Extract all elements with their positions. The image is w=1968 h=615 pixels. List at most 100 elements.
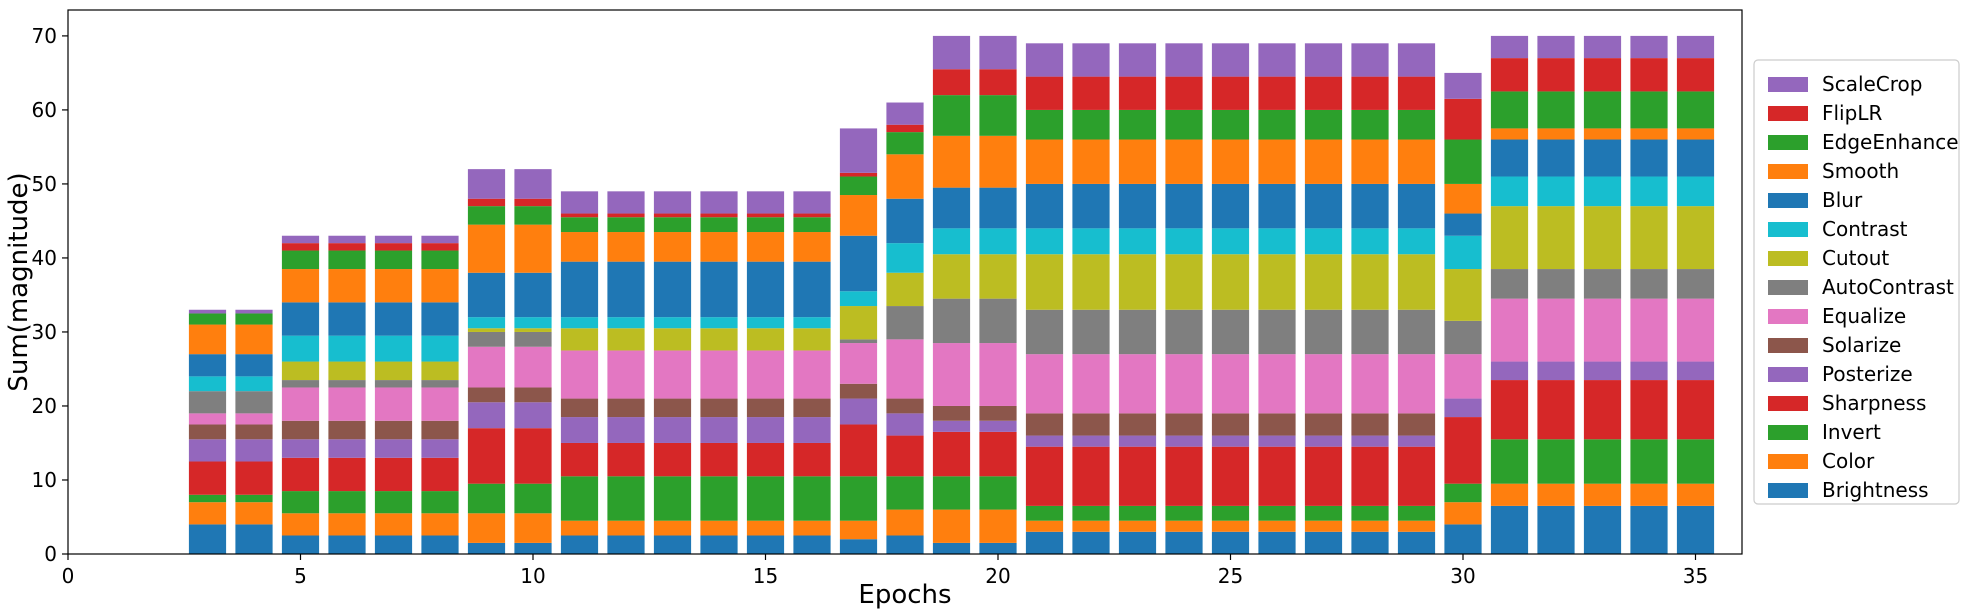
bar-segment-equalize-epoch-33 [1583, 298, 1622, 362]
bar-segment-sharpness-epoch-8 [421, 457, 459, 492]
bar-segment-solarize-epoch-5 [281, 420, 320, 440]
bar-segment-solarize-epoch-12 [607, 398, 645, 418]
legend-label-invert: Invert [1822, 420, 1881, 444]
bar-segment-smooth-epoch-12 [607, 232, 645, 262]
bar-segment-brightness-epoch-31 [1490, 505, 1529, 554]
bar-segment-solarize-epoch-19 [932, 405, 971, 421]
bar-segment-scalecrop-epoch-21 [1025, 43, 1064, 77]
bar-segment-smooth-epoch-28 [1351, 139, 1389, 184]
bar-segment-scalecrop-epoch-9 [467, 169, 506, 199]
bar-segment-fliplr-epoch-31 [1490, 58, 1529, 92]
bar-segment-scalecrop-epoch-4 [235, 309, 273, 314]
bar-segment-scalecrop-epoch-14 [700, 191, 738, 214]
bar-segment-smooth-epoch-3 [188, 324, 227, 355]
bar-segment-blur-epoch-16 [793, 261, 831, 318]
bar-segment-contrast-epoch-30 [1444, 235, 1482, 270]
bar-segment-autocontrast-epoch-33 [1583, 269, 1622, 299]
bar-segment-cutout-epoch-33 [1583, 206, 1622, 270]
y-tick-label: 20 [32, 394, 57, 418]
bar-segment-scalecrop-epoch-15 [746, 191, 785, 214]
bar-segment-blur-epoch-8 [421, 302, 459, 336]
bar-segment-equalize-epoch-21 [1025, 354, 1064, 414]
bar-segment-autocontrast-epoch-19 [932, 298, 971, 344]
bar-segment-cutout-epoch-31 [1490, 206, 1529, 270]
bar-segment-contrast-epoch-16 [793, 317, 831, 329]
bar-segment-equalize-epoch-19 [932, 343, 971, 406]
bar-segment-solarize-epoch-27 [1304, 413, 1343, 436]
bar-segment-color-epoch-24 [1165, 520, 1203, 532]
bar-segment-contrast-epoch-32 [1537, 176, 1575, 207]
bar-segment-brightness-epoch-9 [467, 542, 506, 554]
bar-segment-contrast-epoch-18 [886, 243, 924, 273]
bar-segment-blur-epoch-31 [1490, 139, 1529, 177]
bar-segment-contrast-epoch-15 [746, 317, 785, 329]
bar-segment-edgeenhance-epoch-17 [839, 176, 878, 196]
bar-segment-scalecrop-epoch-27 [1304, 43, 1343, 77]
bar-segment-brightness-epoch-35 [1676, 505, 1715, 554]
x-tick-label: 10 [520, 564, 545, 588]
bar-segment-scalecrop-epoch-10 [514, 169, 552, 199]
bar-segment-smooth-epoch-9 [467, 224, 506, 273]
bar-segment-equalize-epoch-30 [1444, 354, 1482, 399]
bar-segment-brightness-epoch-25 [1211, 531, 1250, 554]
bar-segment-autocontrast-epoch-27 [1304, 309, 1343, 355]
y-tick-label: 40 [32, 246, 57, 270]
bar-segment-equalize-epoch-4 [235, 413, 273, 425]
bar-segment-invert-epoch-33 [1583, 439, 1622, 484]
bar-segment-posterize-epoch-26 [1258, 435, 1296, 447]
bar-segment-contrast-epoch-27 [1304, 228, 1343, 255]
bar-segment-cutout-epoch-23 [1118, 254, 1157, 310]
bar-segment-solarize-epoch-7 [374, 420, 413, 440]
bar-segment-fliplr-epoch-8 [421, 243, 459, 251]
bar-segment-brightness-epoch-34 [1630, 505, 1668, 554]
bar-segment-equalize-epoch-16 [793, 350, 831, 399]
bar-segment-sharpness-epoch-4 [235, 461, 273, 495]
bar-segment-fliplr-epoch-34 [1630, 58, 1668, 92]
bar-segment-scalecrop-epoch-22 [1072, 43, 1110, 77]
bar-segment-color-epoch-6 [328, 513, 366, 536]
bar-segment-solarize-epoch-16 [793, 398, 831, 418]
y-tick-label: 10 [32, 468, 57, 492]
bar-segment-sharpness-epoch-24 [1165, 446, 1203, 506]
bar-segment-smooth-epoch-26 [1258, 139, 1296, 184]
bar-segment-scalecrop-epoch-35 [1676, 35, 1715, 59]
bar-segment-brightness-epoch-24 [1165, 531, 1203, 554]
bar-segment-scalecrop-epoch-8 [421, 235, 459, 244]
bar-segment-autocontrast-epoch-35 [1676, 269, 1715, 299]
bar-segment-cutout-epoch-17 [839, 306, 878, 340]
bar-segment-contrast-epoch-3 [188, 376, 227, 392]
bar-segment-posterize-epoch-23 [1118, 435, 1157, 447]
bar-segment-contrast-epoch-23 [1118, 228, 1157, 255]
bar-segment-brightness-epoch-28 [1351, 531, 1389, 554]
bar-segment-scalecrop-epoch-13 [653, 191, 692, 214]
bar-segment-posterize-epoch-3 [188, 439, 227, 462]
bar-segment-contrast-epoch-24 [1165, 228, 1203, 255]
bar-segment-solarize-epoch-26 [1258, 413, 1296, 436]
bar-segment-equalize-epoch-7 [374, 387, 413, 421]
bar-segment-autocontrast-epoch-3 [188, 391, 227, 414]
bar-segment-sharpness-epoch-11 [560, 442, 599, 477]
bar-segment-brightness-epoch-17 [839, 539, 878, 554]
bar-segment-brightness-epoch-3 [188, 524, 227, 554]
bar-segment-cutout-epoch-26 [1258, 254, 1296, 310]
bar-segment-brightness-epoch-12 [607, 535, 645, 554]
bar-segment-edgeenhance-epoch-21 [1025, 109, 1064, 140]
bar-segment-color-epoch-15 [746, 520, 785, 536]
bar-segment-color-epoch-3 [188, 502, 227, 525]
bar-segment-invert-epoch-26 [1258, 505, 1296, 521]
bar-segment-edgeenhance-epoch-5 [281, 250, 320, 270]
bar-segment-blur-epoch-7 [374, 302, 413, 336]
bar-segment-smooth-epoch-11 [560, 232, 599, 262]
y-tick-label: 30 [32, 320, 57, 344]
bar-segment-contrast-epoch-19 [932, 228, 971, 255]
bar-segment-fliplr-epoch-30 [1444, 98, 1482, 140]
bar-segment-scalecrop-epoch-26 [1258, 43, 1296, 77]
bar-segment-invert-epoch-18 [886, 476, 924, 510]
bar-segment-sharpness-epoch-3 [188, 461, 227, 495]
bar-segment-posterize-epoch-24 [1165, 435, 1203, 447]
bar-segment-scalecrop-epoch-28 [1351, 43, 1389, 77]
bar-segment-autocontrast-epoch-24 [1165, 309, 1203, 355]
bar-segment-blur-epoch-10 [514, 272, 552, 318]
bar-segment-scalecrop-epoch-32 [1537, 35, 1575, 59]
bar-segment-invert-epoch-8 [421, 491, 459, 514]
